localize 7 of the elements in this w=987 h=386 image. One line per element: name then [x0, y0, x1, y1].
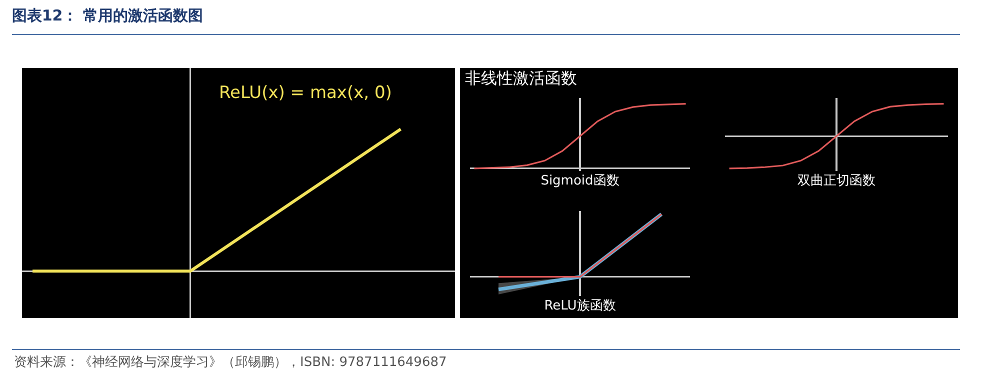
chart-title: 非线性激活函数 — [465, 68, 577, 88]
x-axis-title: 双曲正切函数 — [798, 174, 876, 189]
text: ReLU(x) = max(x, 0) — [219, 83, 392, 103]
x-axis-title: Sigmoid函数 — [540, 174, 620, 189]
chart-title: 图表12： 常用的激活函数图 — [12, 6, 203, 24]
x-axis-title: ReLU族函数 — [544, 298, 616, 314]
text: 资料来源：《神经网络与深度学习》（邱锡鹏），ISBN: 9787111649687 — [14, 354, 447, 370]
